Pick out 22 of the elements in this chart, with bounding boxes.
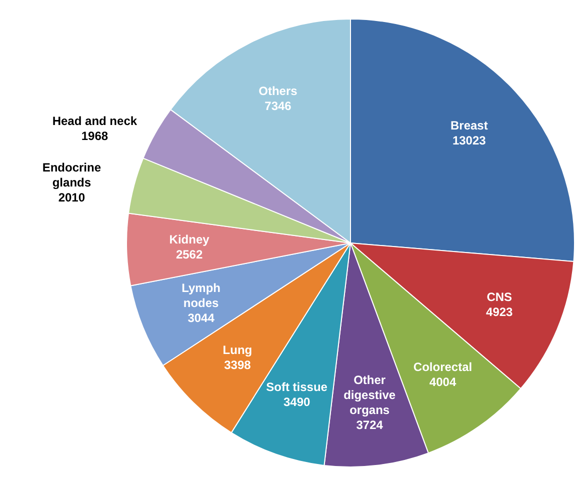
slice-label: Other digestive organs (344, 372, 396, 417)
data-label: 7346 (264, 98, 292, 113)
data-label: 4923 (486, 304, 514, 319)
data-label: 4004 (429, 375, 456, 390)
slice-label: Others (258, 84, 298, 98)
data-label: 3490 (283, 394, 310, 409)
slice-label: Lung (222, 342, 252, 357)
slice-label: Colorectal (413, 360, 472, 374)
data-label: 13023 (452, 134, 486, 148)
slice-label: Soft tissue (266, 380, 328, 394)
data-label: 2010 (58, 190, 86, 204)
data-label: 3044 (188, 310, 215, 325)
slice-label: Endocrine glands (42, 160, 102, 190)
slice-label: Lymph nodes (182, 280, 220, 310)
data-label: 3724 (356, 418, 384, 432)
data-label: 3398 (224, 358, 252, 372)
slice-label: Head and neck (52, 114, 138, 128)
data-label: 1968 (81, 128, 108, 143)
slice-label: CNS (486, 290, 512, 304)
slice-label: Breast (450, 118, 488, 133)
slice-label: Kidney (169, 232, 210, 247)
data-label: 2562 (176, 248, 203, 262)
